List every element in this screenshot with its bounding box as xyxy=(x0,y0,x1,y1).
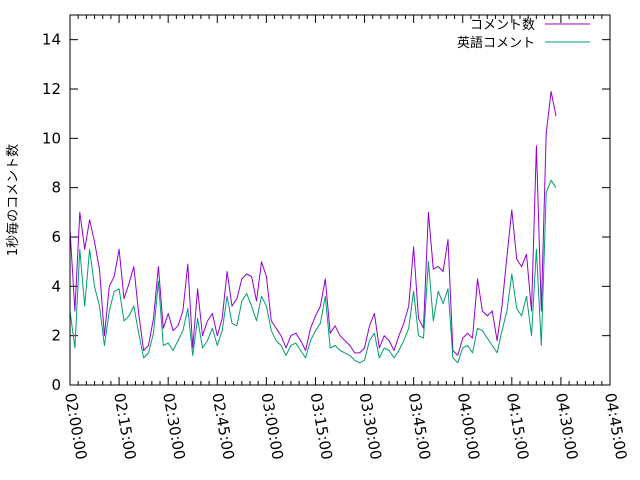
y-tick-label: 12 xyxy=(42,80,61,98)
legend-label: 英語コメント xyxy=(457,35,535,51)
y-tick-label: 4 xyxy=(51,277,61,295)
series-line-2 xyxy=(69,179,557,364)
legend-label: コメント数 xyxy=(470,18,535,33)
series-lines xyxy=(69,91,557,364)
y-tick-label: 2 xyxy=(51,327,61,345)
plot-frame xyxy=(69,14,611,386)
series-line-1 xyxy=(69,91,557,356)
y-tick-label: 8 xyxy=(51,179,61,197)
y-axis-ticks: 0 2 4 6 8 10 12 14 xyxy=(42,31,610,394)
y-tick-label: 6 xyxy=(51,228,61,246)
y-tick-label: 14 xyxy=(42,31,61,49)
y-tick-label: 0 xyxy=(51,376,61,394)
y-tick-label: 10 xyxy=(42,129,61,147)
y-axis-label: 1秒毎のコメント数 xyxy=(5,144,21,256)
